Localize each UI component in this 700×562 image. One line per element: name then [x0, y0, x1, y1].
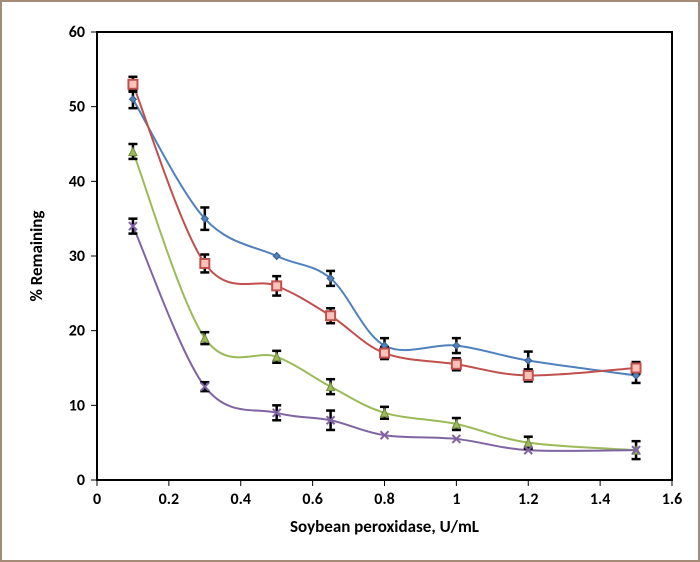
x-tick-label: 0.6 [302, 490, 323, 509]
y-axis-label: % Remaining [26, 211, 47, 302]
y-tick-label: 30 [69, 247, 85, 266]
y-tick-label: 20 [69, 322, 85, 341]
x-tick-label: 1.2 [518, 490, 539, 509]
x-tick-label: 0.2 [159, 490, 180, 509]
x-tick-label: 1.4 [590, 490, 611, 509]
x-tick-label: 0 [93, 490, 101, 509]
chart-frame: 0 0.2 0.4 0.6 0.8 1 1.2 1.4 1.6 Soybean peroxidas… [0, 0, 700, 562]
x-tick-label: 0.8 [374, 490, 395, 509]
x-tick-label: 0.4 [231, 490, 252, 509]
y-tick-label: 40 [69, 172, 85, 191]
x-tick-label: 1.6 [662, 490, 683, 509]
chart-svg: 0 0.2 0.4 0.6 0.8 1 1.2 1.4 1.6 Soybean peroxidas… [2, 2, 698, 560]
y-tick-label: 10 [69, 396, 85, 415]
y-tick-label: 60 [69, 23, 85, 42]
y-tick-label: 0 [77, 471, 85, 490]
y-tick-label: 50 [69, 98, 85, 117]
x-axis-label: Soybean peroxidase, U/mL [290, 516, 479, 537]
x-tick-label: 1 [452, 490, 460, 509]
